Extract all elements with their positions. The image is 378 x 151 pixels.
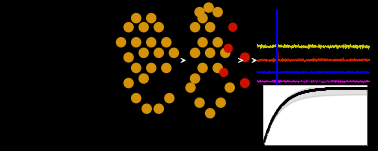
Circle shape — [216, 98, 225, 107]
Title: Elution statistics: Elution statistics — [299, 79, 331, 84]
Circle shape — [132, 38, 141, 47]
Circle shape — [191, 48, 200, 57]
Circle shape — [186, 83, 195, 92]
Circle shape — [165, 94, 174, 103]
Circle shape — [124, 79, 133, 88]
Circle shape — [198, 14, 207, 23]
Circle shape — [191, 74, 200, 83]
Circle shape — [240, 53, 249, 62]
Circle shape — [162, 38, 171, 47]
Circle shape — [204, 3, 213, 12]
Circle shape — [213, 38, 222, 47]
Circle shape — [139, 74, 148, 83]
Circle shape — [229, 23, 237, 31]
Circle shape — [139, 23, 148, 32]
Circle shape — [139, 48, 148, 57]
Circle shape — [195, 98, 204, 107]
Circle shape — [198, 38, 207, 47]
Circle shape — [221, 48, 230, 57]
Circle shape — [198, 63, 207, 72]
Circle shape — [213, 63, 222, 72]
Y-axis label: Cumulative Fraction: Cumulative Fraction — [251, 100, 255, 130]
Circle shape — [220, 69, 228, 76]
Circle shape — [124, 23, 133, 32]
Circle shape — [162, 63, 171, 72]
Circle shape — [154, 104, 163, 113]
Circle shape — [206, 23, 215, 32]
FancyArrowPatch shape — [181, 58, 185, 62]
Circle shape — [206, 48, 215, 57]
Circle shape — [132, 94, 141, 103]
Circle shape — [206, 109, 215, 118]
Circle shape — [240, 79, 249, 87]
Circle shape — [132, 63, 141, 72]
Circle shape — [225, 83, 234, 92]
Circle shape — [147, 14, 156, 23]
FancyArrowPatch shape — [239, 58, 242, 62]
Circle shape — [147, 63, 156, 72]
Circle shape — [124, 53, 133, 62]
Circle shape — [154, 48, 163, 57]
Circle shape — [213, 8, 222, 17]
Circle shape — [147, 38, 156, 47]
Circle shape — [224, 44, 232, 52]
Circle shape — [154, 23, 163, 32]
Circle shape — [169, 48, 178, 57]
Circle shape — [132, 14, 141, 23]
Circle shape — [195, 8, 204, 17]
Circle shape — [191, 23, 200, 32]
Circle shape — [116, 38, 125, 47]
FancyArrowPatch shape — [252, 58, 256, 62]
Circle shape — [142, 104, 151, 113]
